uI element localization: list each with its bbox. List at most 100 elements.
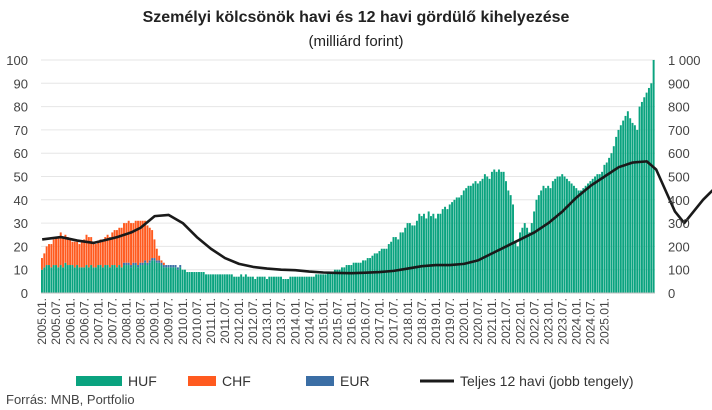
bar-huf <box>265 279 268 293</box>
bar-chf <box>50 244 53 268</box>
bar-chf <box>92 241 95 268</box>
bar-huf <box>343 267 346 293</box>
legend-item: EUR <box>306 373 370 389</box>
bar-huf <box>289 276 292 293</box>
bar-huf <box>355 262 357 293</box>
y-left-tick-label: 0 <box>21 286 28 301</box>
bar-huf <box>357 262 360 293</box>
bar-huf <box>336 269 339 293</box>
bar-huf <box>610 153 613 293</box>
bar-huf <box>315 274 318 293</box>
bar-huf <box>296 276 299 293</box>
bar-huf <box>90 265 93 293</box>
bar-huf <box>481 178 484 293</box>
bar-huf <box>193 272 196 293</box>
bar-chf <box>125 223 128 263</box>
x-tick-label: 2007.01. <box>91 298 105 345</box>
bar-huf <box>59 265 62 293</box>
bar-huf <box>312 276 315 293</box>
bar-huf <box>594 176 597 293</box>
bar-eur <box>162 265 165 268</box>
bar-eur <box>174 265 177 268</box>
line-series-total <box>42 160 712 275</box>
bar-chf <box>123 223 125 263</box>
bar-chf <box>52 239 55 266</box>
bar-huf <box>512 204 514 293</box>
bar-huf <box>411 225 414 293</box>
bar-huf <box>401 232 404 293</box>
bar-huf <box>584 185 587 293</box>
bar-chf <box>94 244 97 268</box>
bar-eur <box>139 262 142 266</box>
bar-huf <box>158 262 161 293</box>
source-note: Forrás: MNB, Portfolio <box>6 392 135 407</box>
y-left-tick-label: 60 <box>14 146 28 161</box>
bar-huf <box>540 190 543 293</box>
bar-huf <box>155 262 158 293</box>
bar-huf <box>165 267 168 293</box>
x-tick-label: 2009.07. <box>162 298 176 345</box>
bar-huf <box>226 274 229 293</box>
x-tick-label: 2019.07. <box>443 298 457 345</box>
y-left-tick-label: 100 <box>6 53 28 68</box>
bar-huf <box>176 269 179 293</box>
bar-huf <box>547 185 550 293</box>
bar-huf <box>645 92 648 294</box>
x-tick-label: 2016.01. <box>345 298 359 345</box>
bar-chf <box>76 241 79 266</box>
bar-huf <box>629 118 632 293</box>
bar-huf <box>73 267 76 293</box>
bar-huf <box>465 188 468 293</box>
bar-huf <box>275 276 278 293</box>
bar-huf <box>437 213 439 293</box>
bar-huf <box>132 265 135 293</box>
y-left-tick-label: 70 <box>14 123 28 138</box>
y-right-tick-label: 0 <box>668 286 675 301</box>
bar-huf <box>273 276 275 293</box>
bar-huf <box>387 244 390 293</box>
bar-chf <box>144 220 147 261</box>
bar-huf <box>467 185 470 293</box>
bar-huf <box>130 267 132 293</box>
bar-chf <box>162 262 165 266</box>
bar-huf <box>291 276 294 293</box>
bar-huf <box>115 267 118 293</box>
bar-huf <box>418 213 421 293</box>
bar-huf <box>55 265 57 293</box>
y-axis-left: 0 10 20 30 40 50 60 70 80 90 100 <box>6 53 28 301</box>
bar-eur <box>141 262 144 266</box>
bar-huf <box>556 176 559 293</box>
x-tick-label: 2022.07. <box>527 298 541 345</box>
bar-huf <box>141 265 144 293</box>
bar-huf <box>233 276 236 293</box>
bar-huf <box>575 188 578 293</box>
bar-huf <box>399 232 402 293</box>
bar-huf <box>505 181 507 293</box>
bar-huf <box>169 267 172 293</box>
y-right-tick-label: 700 <box>668 123 690 138</box>
bar-huf <box>247 276 250 293</box>
bar-huf <box>71 265 74 293</box>
bar-huf <box>608 157 611 293</box>
bar-huf <box>219 274 222 293</box>
bar-chf <box>48 244 50 266</box>
bar-huf <box>209 274 212 293</box>
bar-eur <box>172 265 175 268</box>
bar-huf <box>329 272 332 293</box>
bar-huf <box>118 265 121 293</box>
bar-huf <box>359 262 362 293</box>
x-tick-label: 2007.07. <box>105 298 119 345</box>
bar-huf <box>572 185 575 293</box>
bar-huf <box>565 178 568 293</box>
bar-huf <box>441 209 444 293</box>
bar-huf <box>497 169 500 293</box>
y-right-tick-label: 900 <box>668 76 690 91</box>
bar-eur <box>160 262 163 266</box>
bar-chf <box>78 244 81 268</box>
bar-huf <box>198 272 200 293</box>
bar-huf <box>310 276 313 293</box>
bar-huf <box>200 272 203 293</box>
chart-title: Személyi kölcsönök havi és 12 havi gördü… <box>143 9 570 26</box>
bar-huf <box>420 216 423 293</box>
bar-huf <box>104 265 107 293</box>
